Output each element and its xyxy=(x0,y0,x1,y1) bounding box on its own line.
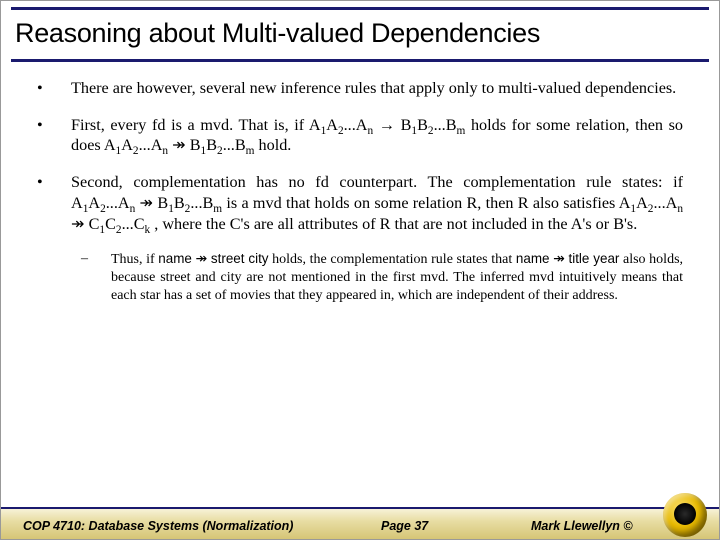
bullet-2: • First, every fd is a mvd. That is, if … xyxy=(37,115,683,156)
bullet-marker: • xyxy=(37,172,71,234)
footer-author: Mark Llewellyn © xyxy=(531,519,633,533)
bullet-3: • Second, complementation has no fd coun… xyxy=(37,172,683,234)
slide-title: Reasoning about Multi-valued Dependencie… xyxy=(15,18,705,49)
footer-course: COP 4710: Database Systems (Normalizatio… xyxy=(23,519,293,533)
bullet-marker: • xyxy=(37,78,71,99)
content-area: • There are however, several new inferen… xyxy=(1,62,719,305)
sub-bullet-1: – Thus, if name ↠ street city holds, the… xyxy=(81,250,683,305)
title-band: Reasoning about Multi-valued Dependencie… xyxy=(11,7,709,62)
slide-container: Reasoning about Multi-valued Dependencie… xyxy=(0,0,720,540)
footer-page: Page 37 xyxy=(381,519,428,533)
sub-bullet-1-text: Thus, if name ↠ street city holds, the c… xyxy=(111,250,683,305)
bullet-2-text: First, every fd is a mvd. That is, if A1… xyxy=(71,115,683,156)
ucf-logo-icon xyxy=(663,493,707,537)
bullet-3-text: Second, complementation has no fd counte… xyxy=(71,172,683,234)
bullet-1-text: There are however, several new inference… xyxy=(71,78,683,99)
bullet-marker: • xyxy=(37,115,71,156)
bullet-1: • There are however, several new inferen… xyxy=(37,78,683,99)
sub-bullet-marker: – xyxy=(81,250,111,305)
footer: COP 4710: Database Systems (Normalizatio… xyxy=(1,499,719,539)
